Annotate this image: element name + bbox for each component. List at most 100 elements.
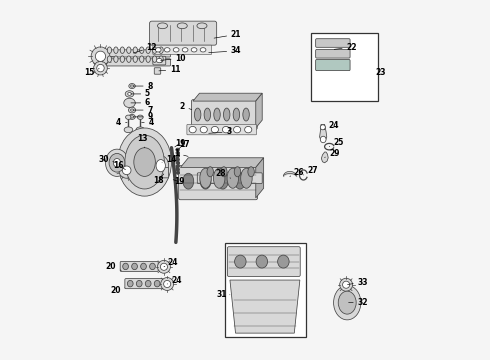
Ellipse shape <box>197 23 207 29</box>
Ellipse shape <box>152 47 157 53</box>
Ellipse shape <box>245 126 252 133</box>
Ellipse shape <box>155 48 161 52</box>
Bar <box>311 33 378 101</box>
Ellipse shape <box>136 127 145 133</box>
Ellipse shape <box>129 84 135 89</box>
Ellipse shape <box>131 85 133 87</box>
Ellipse shape <box>278 255 289 268</box>
Ellipse shape <box>320 125 325 130</box>
FancyBboxPatch shape <box>316 49 350 58</box>
Ellipse shape <box>164 48 170 52</box>
Polygon shape <box>193 93 262 101</box>
Text: 17: 17 <box>179 140 189 149</box>
Ellipse shape <box>146 56 150 62</box>
Text: 22: 22 <box>334 43 357 52</box>
Ellipse shape <box>176 158 179 161</box>
Ellipse shape <box>128 93 131 95</box>
Text: 26: 26 <box>290 168 304 177</box>
Ellipse shape <box>141 263 147 270</box>
Ellipse shape <box>134 148 155 176</box>
Text: 13: 13 <box>138 134 148 148</box>
Ellipse shape <box>157 260 171 273</box>
Ellipse shape <box>234 126 241 133</box>
Bar <box>225 243 306 337</box>
FancyBboxPatch shape <box>161 167 169 178</box>
Ellipse shape <box>200 126 207 133</box>
Text: 32: 32 <box>348 298 368 307</box>
Ellipse shape <box>113 158 121 167</box>
FancyBboxPatch shape <box>106 50 171 57</box>
Ellipse shape <box>122 166 131 175</box>
Ellipse shape <box>140 56 144 62</box>
Ellipse shape <box>173 48 179 52</box>
Ellipse shape <box>223 108 230 121</box>
Text: 4: 4 <box>142 118 154 127</box>
Ellipse shape <box>137 115 143 120</box>
FancyBboxPatch shape <box>192 100 257 130</box>
Text: 10: 10 <box>161 54 186 63</box>
Text: 21: 21 <box>214 30 241 39</box>
Ellipse shape <box>125 91 134 97</box>
Text: 24: 24 <box>324 121 339 130</box>
Ellipse shape <box>235 173 245 189</box>
Ellipse shape <box>94 61 107 75</box>
Ellipse shape <box>183 173 194 189</box>
FancyBboxPatch shape <box>125 279 163 289</box>
Polygon shape <box>256 93 262 128</box>
FancyBboxPatch shape <box>187 125 256 135</box>
Ellipse shape <box>133 47 137 53</box>
Ellipse shape <box>140 47 144 53</box>
Ellipse shape <box>114 47 118 53</box>
Text: 20: 20 <box>106 262 122 271</box>
Ellipse shape <box>243 108 249 121</box>
Ellipse shape <box>119 162 135 178</box>
Ellipse shape <box>214 168 225 188</box>
Ellipse shape <box>182 48 188 52</box>
Ellipse shape <box>241 168 252 188</box>
Ellipse shape <box>97 64 104 72</box>
Ellipse shape <box>136 280 142 287</box>
FancyBboxPatch shape <box>120 261 158 271</box>
Text: 20: 20 <box>110 286 124 295</box>
Polygon shape <box>256 158 264 198</box>
Ellipse shape <box>343 281 350 288</box>
FancyBboxPatch shape <box>227 247 300 276</box>
Ellipse shape <box>207 167 214 177</box>
Ellipse shape <box>159 56 163 62</box>
Ellipse shape <box>160 263 168 270</box>
Ellipse shape <box>177 23 187 29</box>
Text: 19: 19 <box>173 177 185 186</box>
Ellipse shape <box>176 168 179 171</box>
FancyBboxPatch shape <box>179 166 258 200</box>
Text: 12: 12 <box>133 43 157 53</box>
Polygon shape <box>321 152 328 163</box>
FancyBboxPatch shape <box>316 39 350 47</box>
Ellipse shape <box>122 263 128 270</box>
FancyBboxPatch shape <box>106 59 171 66</box>
Ellipse shape <box>149 263 155 270</box>
Ellipse shape <box>126 47 131 53</box>
Ellipse shape <box>211 126 219 133</box>
Ellipse shape <box>189 126 196 133</box>
Polygon shape <box>180 158 264 167</box>
Ellipse shape <box>146 280 151 287</box>
Text: 3: 3 <box>209 127 231 136</box>
Ellipse shape <box>133 56 137 62</box>
FancyBboxPatch shape <box>153 45 212 54</box>
Ellipse shape <box>127 280 133 287</box>
Text: 14: 14 <box>162 155 177 164</box>
Ellipse shape <box>114 56 118 62</box>
Ellipse shape <box>235 255 246 268</box>
Text: 8: 8 <box>133 82 153 91</box>
Text: 30: 30 <box>98 155 116 164</box>
Ellipse shape <box>176 161 179 164</box>
Text: 11: 11 <box>159 65 180 74</box>
Ellipse shape <box>200 168 211 188</box>
Text: 27: 27 <box>303 166 318 175</box>
Ellipse shape <box>191 48 197 52</box>
Ellipse shape <box>131 116 133 118</box>
Ellipse shape <box>256 255 268 268</box>
Text: 31: 31 <box>217 290 230 299</box>
Text: 24: 24 <box>164 258 178 267</box>
Ellipse shape <box>195 108 201 121</box>
